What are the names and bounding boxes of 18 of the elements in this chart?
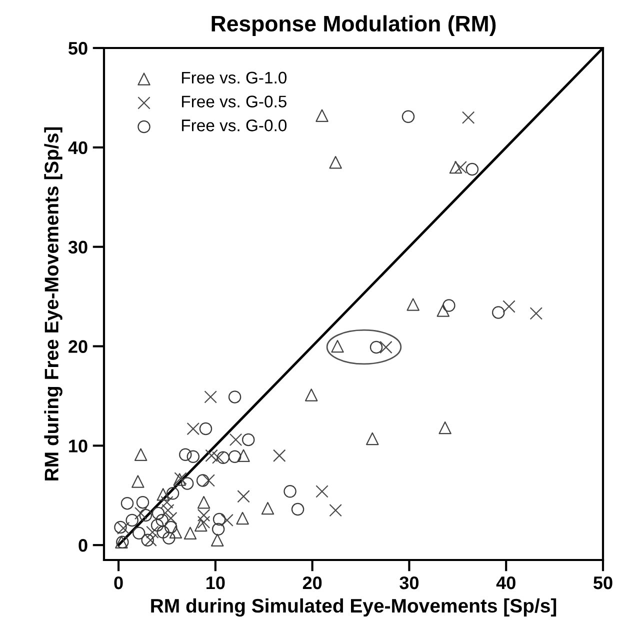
- x-tick-label: 30: [400, 576, 419, 590]
- y-tick-label: 30: [68, 240, 88, 254]
- x-axis-title: RM during Simulated Eye-Movements [Sp/s]: [151, 598, 556, 617]
- legend-label: Free vs. G-0.5: [182, 96, 286, 108]
- x-tick-label: 50: [594, 576, 612, 590]
- x-tick-label: 20: [302, 576, 322, 590]
- x-tick-label: 10: [206, 576, 225, 590]
- y-tick-label: 50: [68, 42, 88, 55]
- y-tick-label: 20: [68, 340, 88, 353]
- x-tick-label: 40: [496, 576, 516, 590]
- legend-label: Free vs. G-0.0: [182, 120, 287, 132]
- chart-title: Response Modulation (RM): [212, 15, 496, 36]
- x-tick-label: 0: [114, 576, 123, 590]
- y-axis-title: RM during Free Eye-Movements [Sp/s]: [44, 127, 62, 480]
- y-tick-label: 10: [69, 440, 88, 452]
- y-tick-label: 40: [68, 141, 88, 154]
- y-tick-label: 0: [78, 539, 88, 552]
- legend-label: Free vs. G-1.0: [182, 72, 287, 84]
